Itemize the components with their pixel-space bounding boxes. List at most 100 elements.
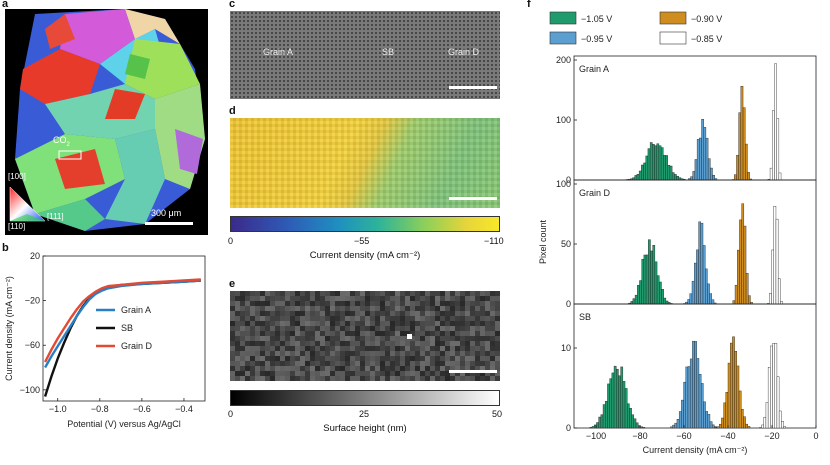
- sh-colorbar-tick-2: 50: [492, 409, 503, 419]
- f-hist-bar: [729, 342, 733, 429]
- f-hist-bar: [772, 110, 775, 181]
- f-legend-swatch: [659, 11, 687, 25]
- f-hist-bar: [683, 381, 686, 429]
- f-hist-bar: [740, 409, 744, 429]
- f-hist-bar: [691, 280, 695, 305]
- b-ytick-label: 20: [30, 251, 40, 261]
- f-hist-bar: [734, 284, 738, 305]
- f-hist-bar: [767, 367, 771, 429]
- f-hist-bar: [707, 414, 711, 429]
- b-legend-label: Grain D: [121, 341, 153, 351]
- f-hist-bar: [716, 426, 720, 429]
- f-ytick-label: 0: [566, 423, 571, 433]
- f-ytick-label: 200: [556, 55, 571, 65]
- f-hist-bar: [596, 422, 599, 429]
- b-ytick-label: −60: [25, 340, 40, 350]
- f-hist-bar: [775, 218, 779, 305]
- f-hist-bar: [759, 427, 762, 429]
- f-hist-bar: [687, 366, 691, 429]
- f-hist-bar: [589, 427, 593, 429]
- f-hist-bar: [642, 427, 646, 429]
- orient-100: [100]: [8, 172, 26, 181]
- f-hist-bar: [778, 410, 782, 429]
- f-hist-bar: [698, 374, 702, 429]
- f-hist-bar: [605, 400, 608, 429]
- f-hist-bar: [643, 254, 647, 305]
- sh-colorbar-tick-0: 0: [228, 409, 234, 419]
- f-hist-bar: [689, 293, 693, 305]
- f-hist-bar: [773, 206, 777, 305]
- f-legend-label: −1.05 V: [581, 14, 612, 24]
- sh-colorbar-label: Surface height (nm): [323, 423, 407, 434]
- f-hist-bar: [694, 262, 697, 305]
- f-hist-bar: [633, 418, 637, 429]
- f-ylabel: Pixel count: [538, 219, 548, 264]
- f-hist-bar: [665, 155, 668, 181]
- f-ytick-label: 100: [556, 179, 571, 189]
- f-hist-bar: [776, 118, 780, 181]
- f-hist-bar: [721, 417, 724, 429]
- f-xlabel: Current density (mA cm⁻²): [643, 445, 748, 455]
- f-hist-bar: [665, 300, 669, 305]
- f-hist-bar: [654, 261, 658, 305]
- f-xtick-label: 0: [813, 431, 818, 441]
- f-hist-bar: [656, 275, 660, 305]
- panel-e-label: e: [229, 278, 236, 290]
- f-legend-label: −0.85 V: [691, 34, 722, 44]
- f-hist-bar: [700, 222, 704, 305]
- f-hist-bar: [631, 414, 635, 429]
- f-hist-bar: [674, 174, 677, 181]
- b-ylabel: Current density (mA cm⁻²): [4, 276, 14, 381]
- f-hist-bar: [671, 172, 675, 181]
- f-hist-bar: [699, 137, 702, 181]
- sh-colorbar-tick-1: 25: [359, 409, 370, 419]
- sem-region-grain-a: Grain A: [263, 47, 294, 57]
- f-hist-bar: [654, 145, 657, 181]
- panel-b-label: b: [2, 242, 9, 254]
- f-hist-bar: [643, 162, 646, 181]
- orient-110: [110]: [8, 222, 26, 231]
- f-hist-bar: [690, 176, 693, 181]
- b-ytick-label: −100: [20, 385, 40, 395]
- f-hist-bar: [723, 402, 727, 429]
- f-hist-bar: [694, 159, 698, 181]
- surface-height-map: [230, 291, 500, 381]
- b-xtick-label: −0.8: [91, 404, 109, 414]
- f-hist-bar: [689, 358, 693, 429]
- f-hist-bar: [703, 127, 707, 181]
- f-hist-bar: [652, 144, 655, 181]
- f-hist-bar: [602, 404, 606, 429]
- f-hist-bar: [639, 280, 642, 305]
- f-hist-bar: [692, 340, 695, 429]
- f-hist-bar: [771, 249, 774, 305]
- b-xtick-label: −1.0: [49, 404, 67, 414]
- f-legend-swatch: [549, 11, 577, 25]
- f-hist-bar: [770, 345, 773, 429]
- b-axes-frame: [42, 255, 206, 402]
- f-hist-bar: [613, 365, 617, 429]
- f-hist-bar: [769, 293, 772, 305]
- sem-region-sb: SB: [382, 47, 395, 57]
- f-hist-bar: [634, 294, 638, 305]
- f-hist-bar: [737, 249, 740, 305]
- f-xtick-label: −60: [676, 431, 691, 441]
- b-legend-label: SB: [121, 323, 133, 333]
- f-legend-swatch: [549, 31, 577, 45]
- f-ytick-label: 50: [561, 239, 571, 249]
- f-hist-bar: [640, 426, 643, 429]
- f-hist-bar: [641, 164, 644, 181]
- f-hist-bar: [658, 145, 662, 181]
- f-hist-bar: [783, 426, 786, 429]
- f-hist-bar: [732, 300, 736, 305]
- f-hist-bar: [710, 167, 713, 181]
- f-hist-bar: [745, 143, 748, 181]
- f-hist-bar: [632, 298, 636, 305]
- cd-colorbar-tick-2: −110: [484, 236, 504, 246]
- f-xtick-label: −100: [586, 431, 606, 441]
- b-series-line-sb: [43, 279, 201, 397]
- f-hist-bar: [647, 148, 651, 181]
- f-hist-bar: [711, 424, 715, 429]
- f-hist-bar: [774, 63, 777, 181]
- f-ytick-label: 0: [566, 175, 571, 185]
- f-hist-bar: [739, 219, 742, 305]
